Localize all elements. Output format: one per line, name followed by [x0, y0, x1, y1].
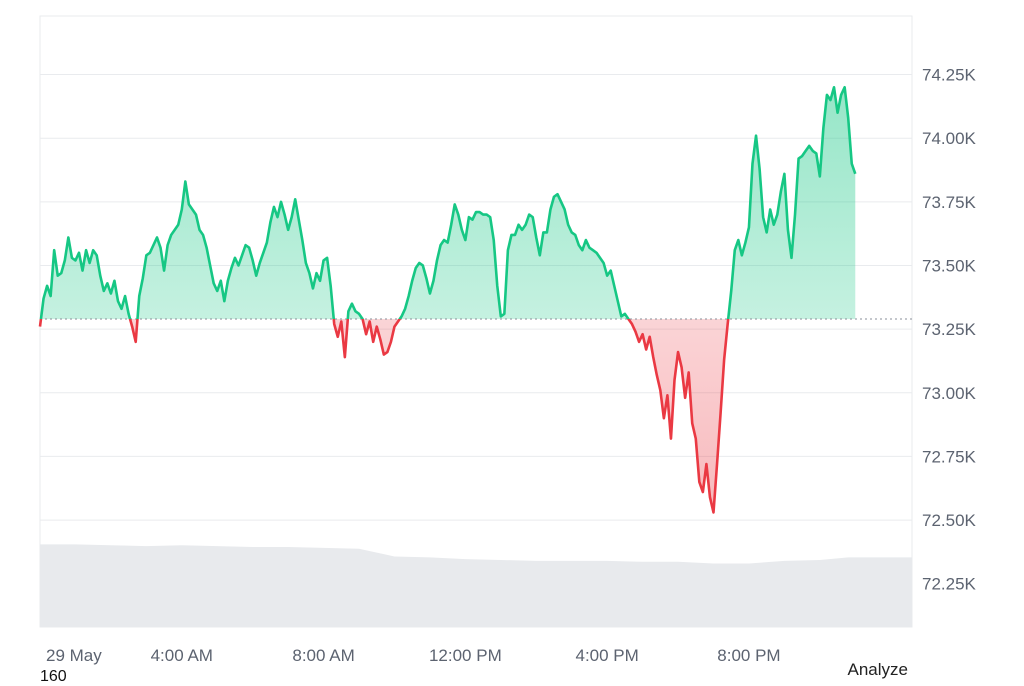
y-tick-label-5: 73.00K [922, 384, 977, 403]
y-tick-label-6: 72.75K [922, 447, 977, 466]
volume-area [40, 544, 912, 627]
chart-gridlines [39, 15, 913, 628]
y-axis-labels: 74.25K 74.00K 73.75K 73.50K 73.25K 73.00K 72.7… [922, 66, 977, 594]
x-tick-label-2: 8:00 AM [292, 646, 354, 665]
area-above-reference [40, 87, 856, 319]
x-tick-label-3: 12:00 PM [429, 646, 502, 665]
x-axis-labels: 29 May 4:00 AM 8:00 AM 12:00 PM 4:00 PM 8:00 … [46, 646, 781, 665]
x-tick-label-5: 8:00 PM [717, 646, 780, 665]
y-tick-label-2: 73.75K [922, 193, 977, 212]
y-tick-label-4: 73.25K [922, 320, 977, 339]
y-tick-label-3: 73.50K [922, 256, 977, 275]
y-tick-label-7: 72.50K [922, 511, 977, 530]
price-line-up [39, 85, 857, 319]
plot-frame [39, 15, 913, 628]
price-line [38, 85, 857, 514]
y-tick-label-0: 74.25K [922, 66, 977, 85]
y-tick-label-8: 72.25K [922, 575, 977, 594]
volume-bars [40, 544, 912, 627]
analyze-button[interactable]: Analyze [847, 660, 908, 679]
x-tick-label-0: 29 May [46, 646, 102, 665]
x-tick-label-1: 4:00 AM [151, 646, 213, 665]
area-below-reference [40, 318, 729, 513]
price-area-fill [40, 87, 912, 513]
corner-value: 160 [40, 668, 67, 685]
x-tick-label-4: 4:00 PM [575, 646, 638, 665]
y-tick-label-1: 74.00K [922, 129, 977, 148]
price-line-down [38, 318, 730, 514]
